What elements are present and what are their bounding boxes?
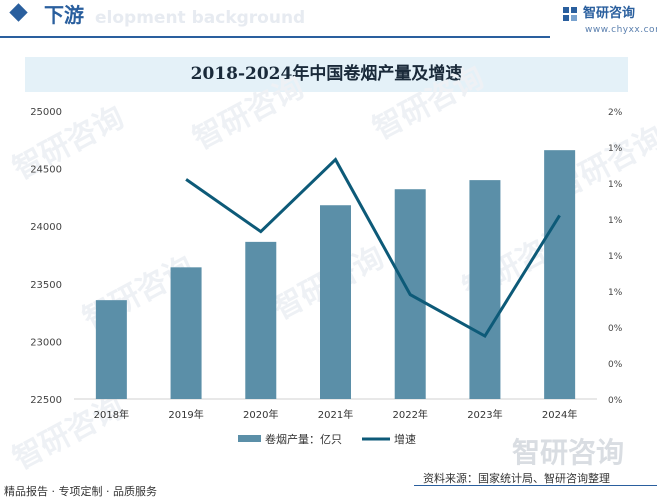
x-tick-6: 2024年 (542, 408, 577, 421)
legend-swatch-output (238, 435, 261, 442)
footer-divider (414, 485, 657, 486)
y-left-tick-3: 24000 (30, 222, 62, 233)
x-tick-3: 2021年 (318, 408, 353, 421)
y-left-tick-0: 22500 (30, 395, 62, 406)
x-tick-4: 2022年 (392, 408, 427, 421)
legend-label-growth: 增速 (394, 432, 416, 446)
x-tick-0: 2018年 (94, 408, 129, 421)
header: elopment background 下游 智研咨询 www.chyxx.co… (0, 0, 657, 38)
legend: 卷烟产量：亿只 增速 (238, 432, 416, 446)
brand-name: 智研咨询 (583, 6, 636, 21)
y-right-tick-2: 0% (608, 324, 623, 334)
y-left-tick-1: 23000 (30, 337, 62, 348)
x-axis: 2018年 2019年 2020年 2021年 2022年 2023年 2024年 (94, 408, 578, 421)
bar-6 (544, 150, 576, 399)
y-right-tick-4: 1% (608, 252, 623, 262)
brand-url: www.chyxx.com (585, 25, 657, 35)
y-right-tick-7: 1% (608, 144, 623, 154)
y-right-tick-6: 1% (608, 180, 623, 190)
x-tick-2: 2020年 (243, 408, 278, 421)
y-right-tick-3: 1% (608, 288, 623, 298)
y-right-tick-5: 1% (608, 216, 623, 226)
right-axis: 0% 0% 0% 1% 1% 1% 1% 1% 2% (608, 108, 623, 406)
bar-2 (245, 241, 277, 399)
bar-0 (95, 300, 127, 399)
legend-label-output: 卷烟产量：亿只 (265, 432, 342, 446)
bar-3 (320, 205, 351, 399)
growth-line (185, 157, 561, 339)
source-note: 资料来源：国家统计局、智研咨询整理 (423, 472, 610, 485)
y-right-tick-0: 0% (608, 396, 623, 406)
footer-tagline: 精品报告 · 专项定制 · 品质服务 (4, 485, 157, 498)
bar-series (95, 150, 576, 399)
x-tick-5: 2023年 (467, 408, 502, 421)
brand-logo-icon (563, 7, 577, 21)
y-left-tick-2: 23500 (30, 280, 62, 291)
chart-title-bar: 2018-2024年中国卷烟产量及增速 (25, 57, 628, 92)
watermark-large: 智研咨询 (512, 436, 624, 469)
watermark-2: 智研咨询 (367, 60, 489, 147)
bar-1 (170, 267, 202, 399)
background-watermark-text: elopment background (95, 8, 306, 28)
watermark-1: 智研咨询 (187, 70, 309, 157)
y-left-tick-4: 24500 (30, 165, 62, 176)
x-tick-1: 2019年 (168, 408, 203, 421)
left-axis: 22500 23000 23500 24000 24500 25000 (30, 107, 62, 406)
watermark-7: 智研咨询 (7, 390, 129, 477)
header-divider (0, 36, 550, 38)
watermark-0: 智研咨询 (7, 100, 129, 187)
y-left-tick-5: 25000 (30, 107, 62, 118)
chart-title: 2018-2024年中国卷烟产量及增速 (190, 64, 463, 84)
y-right-tick-1: 0% (608, 360, 623, 370)
y-right-tick-8: 2% (608, 108, 623, 118)
bar-5 (469, 180, 501, 399)
section-title: 下游 (44, 3, 84, 27)
